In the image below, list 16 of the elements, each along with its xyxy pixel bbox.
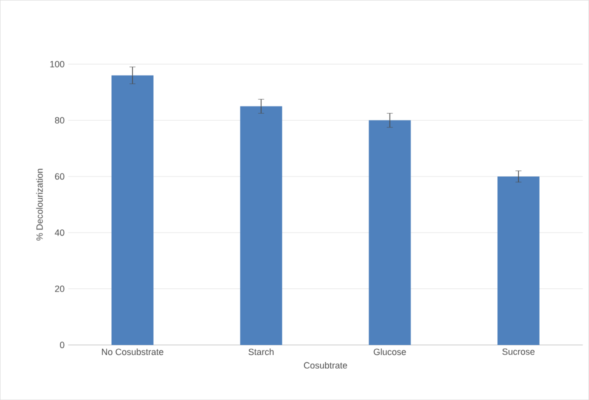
bar bbox=[240, 106, 282, 345]
y-axis-title: % Decolourization bbox=[36, 168, 43, 240]
y-tick-label: 20 bbox=[55, 286, 64, 292]
x-tick-label: Starch bbox=[248, 348, 274, 356]
bar bbox=[112, 75, 154, 345]
x-axis-title: Cosubtrate bbox=[304, 362, 348, 369]
y-tick-label: 60 bbox=[55, 173, 64, 180]
y-tick-label: 40 bbox=[54, 229, 64, 236]
x-tick-label: Glucose bbox=[374, 348, 406, 356]
bar bbox=[368, 120, 411, 345]
y-tick-label: 100 bbox=[50, 60, 64, 68]
x-tick-label: Sucrose bbox=[502, 348, 535, 355]
y-tick-label: 80 bbox=[55, 117, 64, 124]
x-tick-label: No Cosubstrate bbox=[102, 348, 164, 356]
y-tick-label: 0 bbox=[60, 342, 64, 348]
bar bbox=[497, 176, 540, 345]
